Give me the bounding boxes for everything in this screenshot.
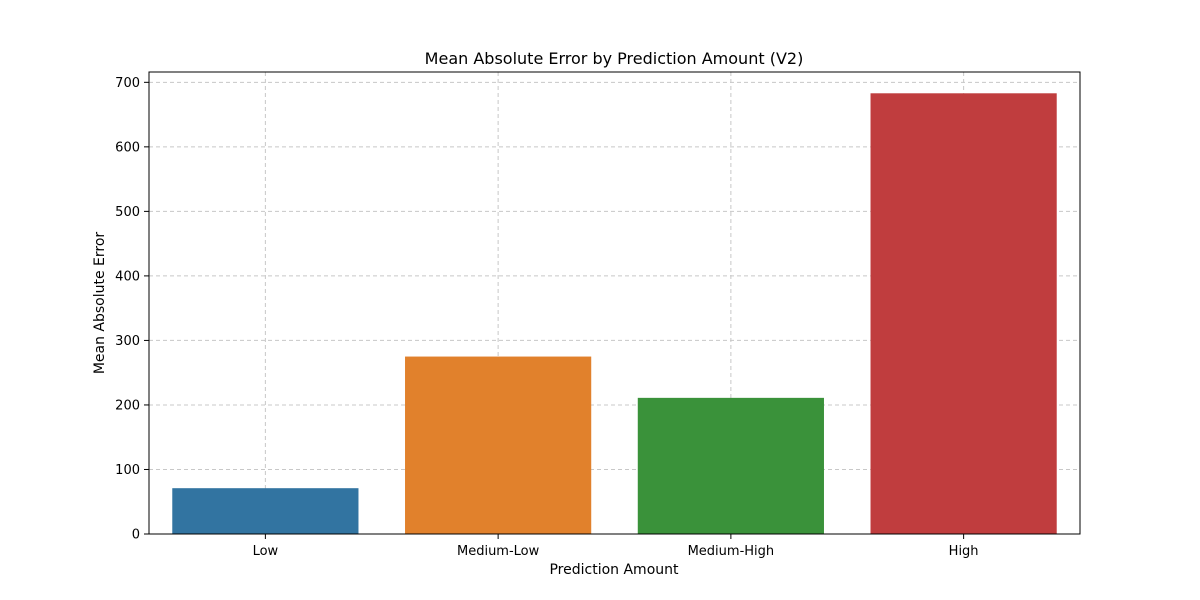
bar-medium-low (405, 356, 592, 534)
plot-frame (148, 71, 1081, 535)
y-axis: 0 100 200 300 400 500 600 700 (115, 76, 149, 543)
bar-medium-high (637, 397, 824, 534)
y-tick-label: 100 (115, 463, 140, 478)
x-tick-label: Low (253, 544, 279, 559)
x-axis: Low Medium-Low Medium-High High (253, 534, 979, 559)
y-axis-label: Mean Absolute Error (92, 232, 108, 375)
y-tick-label: 400 (115, 269, 140, 284)
bar-low (172, 488, 359, 534)
chart-title: Mean Absolute Error by Prediction Amount… (425, 49, 804, 68)
y-tick-label: 600 (115, 140, 140, 155)
y-tick-label: 0 (132, 528, 140, 543)
y-tick-label: 700 (115, 76, 140, 91)
y-tick-label: 300 (115, 334, 140, 349)
y-tick-label: 200 (115, 398, 140, 413)
bars (172, 93, 1057, 534)
x-tick-label: High (949, 544, 979, 559)
x-tick-label: Medium-High (688, 544, 775, 559)
bar-high (870, 93, 1057, 534)
x-axis-label: Prediction Amount (549, 562, 679, 578)
x-tick-label: Medium-Low (457, 544, 540, 559)
y-tick-label: 500 (115, 205, 140, 220)
